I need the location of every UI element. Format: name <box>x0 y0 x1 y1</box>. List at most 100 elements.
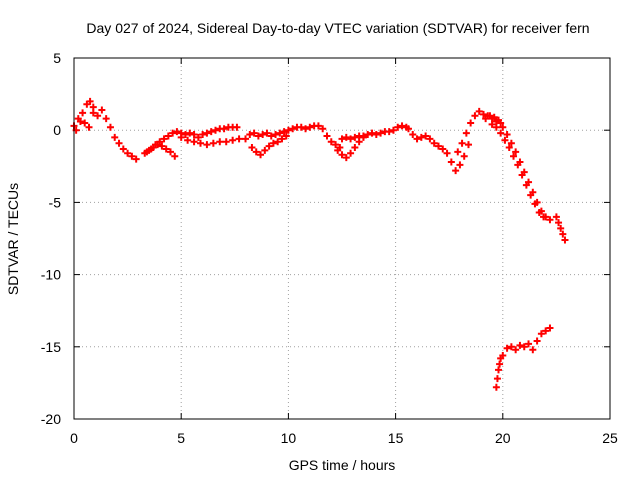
data-point <box>282 132 290 140</box>
data-point <box>486 112 494 120</box>
grid-lines <box>74 58 610 419</box>
data-point <box>216 138 224 146</box>
data-point <box>389 126 397 134</box>
data-point <box>462 129 470 137</box>
y-axis-label: SDTVAR / TECUs <box>5 183 21 295</box>
data-point <box>186 129 194 137</box>
data-point <box>158 142 166 150</box>
data-point <box>497 129 505 137</box>
data-point <box>173 128 181 136</box>
data-point <box>334 146 342 154</box>
data-point <box>537 330 545 338</box>
data-point <box>111 133 119 141</box>
data-point <box>514 161 522 169</box>
data-point <box>557 224 565 232</box>
data-point <box>222 138 230 146</box>
data-point <box>512 346 520 354</box>
data-point <box>263 129 271 137</box>
data-point <box>503 344 511 352</box>
data-point <box>147 145 155 153</box>
data-point <box>417 133 425 141</box>
data-point <box>512 148 520 156</box>
data-point <box>272 131 280 139</box>
data-point <box>347 149 355 157</box>
x-tick-label: 15 <box>388 430 404 446</box>
data-point <box>248 144 256 152</box>
x-tick-label: 20 <box>495 430 511 446</box>
data-point <box>368 129 376 137</box>
data-point <box>527 191 535 199</box>
data-point <box>507 139 515 147</box>
data-point <box>203 141 211 149</box>
y-tick-label: 5 <box>53 50 61 66</box>
data-point <box>190 138 198 146</box>
data-point <box>482 115 490 123</box>
data-point <box>529 346 537 354</box>
data-point <box>488 120 496 128</box>
data-point <box>162 145 170 153</box>
data-point <box>276 129 284 137</box>
chart-title: Day 027 of 2024, Sidereal Day-to-day VTE… <box>86 20 589 36</box>
data-point <box>351 144 359 152</box>
data-point <box>443 149 451 157</box>
data-point <box>171 152 179 160</box>
data-point <box>143 148 151 156</box>
data-point <box>156 138 164 146</box>
data-point <box>394 123 402 131</box>
data-point <box>347 135 355 143</box>
data-point <box>196 139 204 147</box>
data-point <box>164 132 172 140</box>
data-point <box>327 138 335 146</box>
data-point <box>212 126 220 134</box>
data-point <box>254 132 262 140</box>
data-point <box>398 122 406 130</box>
axes: 0 5 10 15 20 25 5 0 -5 -10 -15 -20 <box>41 50 618 446</box>
data-point <box>261 146 269 154</box>
data-point <box>181 131 189 139</box>
data-point <box>499 351 507 359</box>
data-point <box>456 161 464 169</box>
x-tick-label: 5 <box>177 430 185 446</box>
data-point <box>480 110 488 118</box>
data-point <box>496 360 504 368</box>
data-point <box>132 155 140 163</box>
data-point <box>184 136 192 144</box>
data-point <box>501 136 509 144</box>
data-point <box>257 151 265 159</box>
data-point <box>319 125 327 133</box>
data-point <box>452 167 460 175</box>
data-point <box>535 209 543 217</box>
data-point <box>274 138 282 146</box>
data-point <box>542 327 550 335</box>
data-point <box>242 135 250 143</box>
data-point <box>471 112 479 120</box>
data-point <box>464 141 472 149</box>
data-point <box>540 213 548 221</box>
data-point <box>220 125 228 133</box>
y-tick-label: -5 <box>49 194 62 210</box>
data-point <box>85 123 93 131</box>
data-point <box>190 131 198 139</box>
plot-frame <box>73 57 611 420</box>
data-point <box>447 158 455 166</box>
data-point <box>338 135 346 143</box>
data-point <box>359 132 367 140</box>
data-point <box>404 125 412 133</box>
data-point <box>546 216 554 224</box>
data-point <box>94 112 102 120</box>
data-point <box>372 131 380 139</box>
data-point <box>546 324 554 332</box>
data-point <box>314 122 322 130</box>
data-point <box>119 145 127 153</box>
data-point <box>151 141 159 149</box>
y-tick-label: 0 <box>53 122 61 138</box>
data-point <box>229 136 237 144</box>
data-point <box>207 128 215 136</box>
data-point <box>505 144 513 152</box>
data-point <box>531 200 539 208</box>
data-point <box>434 142 442 150</box>
data-point <box>79 109 87 117</box>
data-point <box>460 152 468 160</box>
data-point <box>81 119 89 127</box>
